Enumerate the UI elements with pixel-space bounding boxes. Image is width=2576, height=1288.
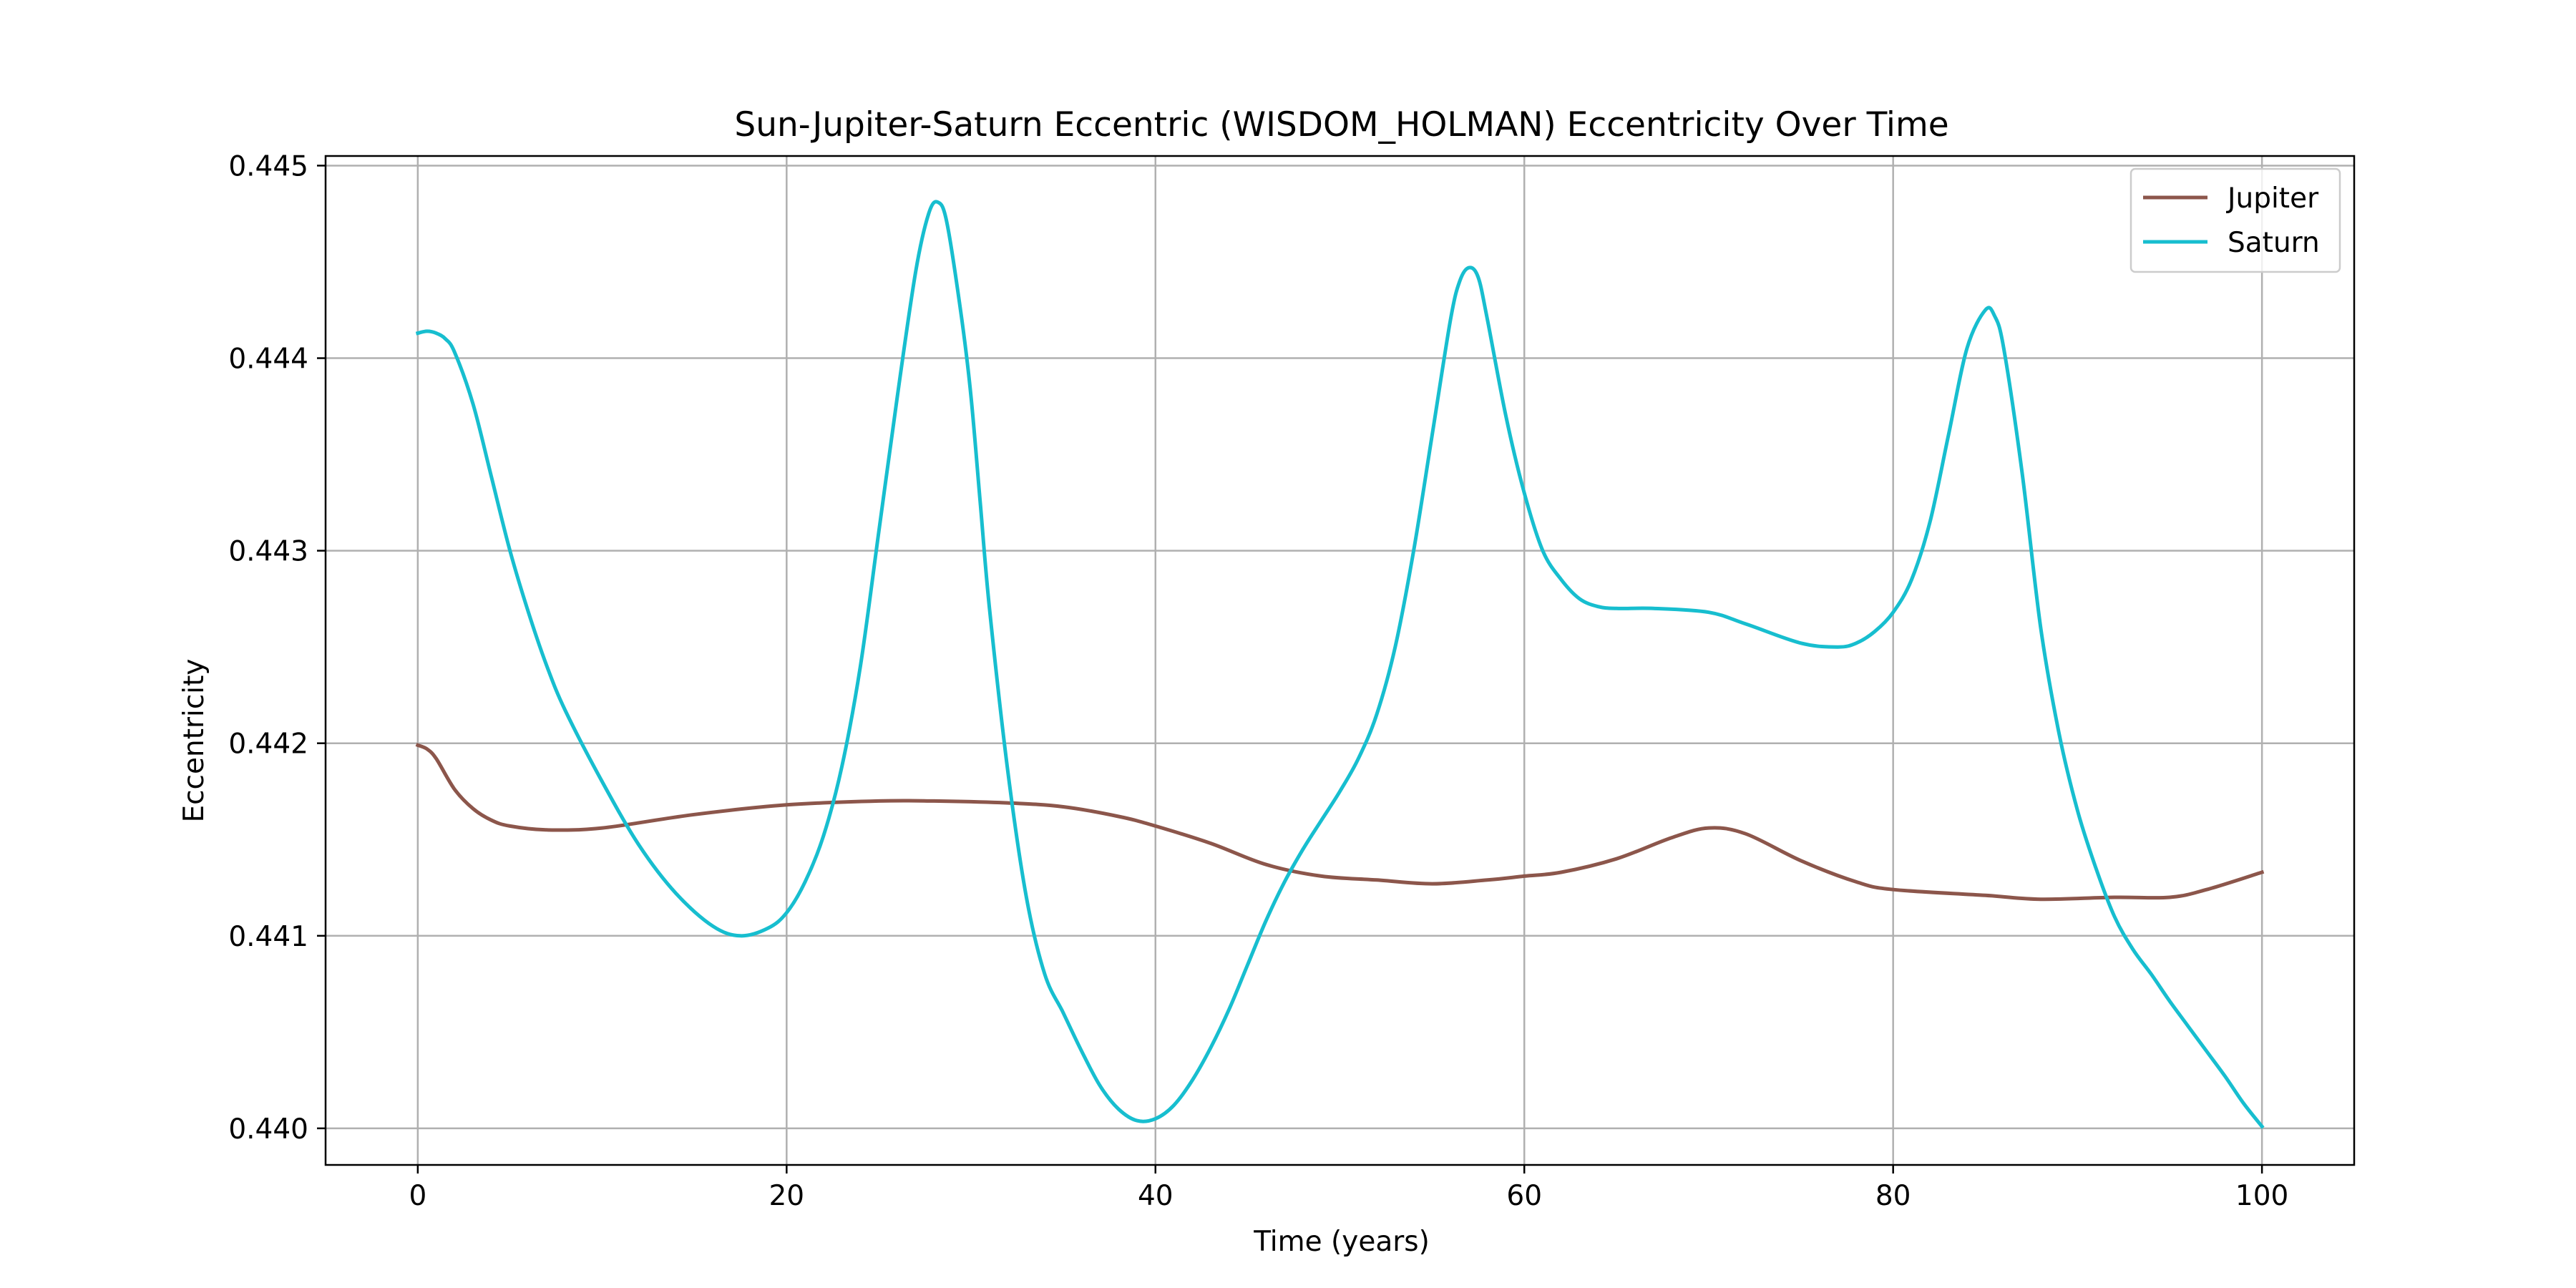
x-tick-label: 0 bbox=[409, 1180, 426, 1212]
x-tick-label: 80 bbox=[1875, 1180, 1911, 1212]
y-axis-label: Eccentricity bbox=[178, 658, 210, 822]
series-group bbox=[415, 200, 2265, 1129]
y-tick-label: 0.442 bbox=[228, 728, 308, 761]
y-tick-label: 0.441 bbox=[228, 921, 308, 953]
y-tick-label: 0.445 bbox=[228, 150, 308, 182]
legend: Jupiter Saturn bbox=[2129, 167, 2341, 273]
x-axis-label: Time (years) bbox=[1253, 1226, 1430, 1258]
x-tick-label: 40 bbox=[1138, 1180, 1174, 1212]
legend-label-jupiter: Jupiter bbox=[2225, 182, 2319, 215]
chart-title: Sun-Jupiter-Saturn Eccentric (WISDOM_HOL… bbox=[734, 105, 1948, 145]
y-tick-label: 0.444 bbox=[228, 343, 308, 376]
y-tick-label: 0.443 bbox=[228, 536, 308, 568]
plot-frame bbox=[324, 155, 2356, 1166]
series-line-saturn bbox=[415, 200, 2265, 1129]
legend-box bbox=[2129, 167, 2341, 273]
grid bbox=[326, 156, 2354, 1165]
ticks: 0 20 40 60 80 100 0.440 0.441 0.442 0.443 0.444 0.4… bbox=[228, 150, 2288, 1212]
x-tick-label: 100 bbox=[2235, 1180, 2288, 1212]
series-line-jupiter bbox=[415, 743, 2265, 902]
x-tick-label: 60 bbox=[1506, 1180, 1542, 1212]
y-tick-label: 0.440 bbox=[228, 1113, 308, 1146]
legend-label-saturn: Saturn bbox=[2228, 227, 2320, 259]
x-tick-label: 20 bbox=[769, 1180, 804, 1212]
